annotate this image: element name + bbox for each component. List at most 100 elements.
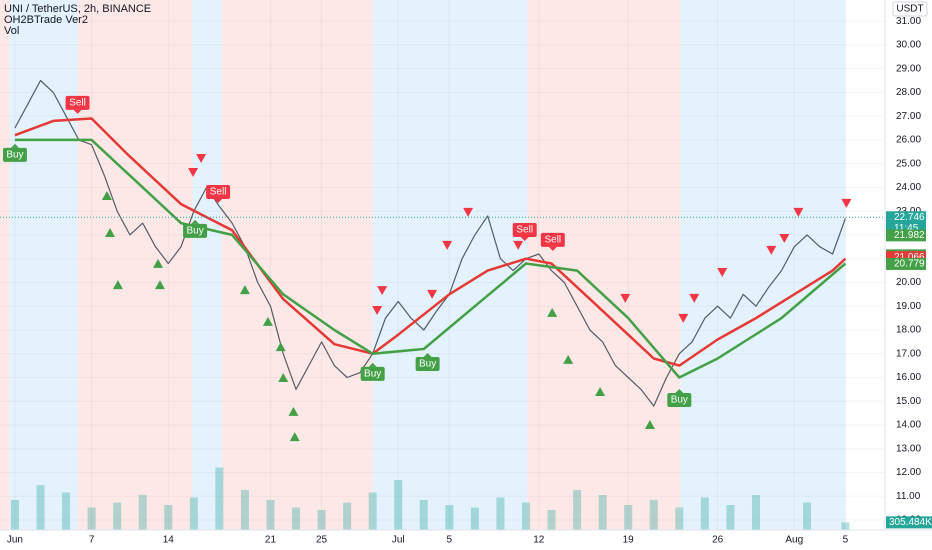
buy-signal: Buy (667, 389, 692, 408)
volume-bar (521, 502, 530, 530)
price-axis (885, 0, 932, 550)
volume-bar (368, 492, 377, 530)
buy-signal: Buy (183, 219, 208, 238)
trend-band (77, 0, 193, 530)
buy-arrow (105, 228, 116, 238)
volume-bar (598, 495, 607, 530)
signal-pointer (548, 246, 557, 251)
buy-arrow (101, 190, 112, 200)
signal-label: Sell (544, 235, 561, 246)
y-tick-label: 29.00 (896, 63, 921, 74)
sell-arrow (779, 234, 790, 244)
series-line (14, 79, 846, 407)
indicator-name: Vol (4, 25, 19, 37)
signal-label: Buy (671, 395, 688, 406)
y-tick-label: 27.00 (896, 111, 921, 122)
volume-bar (113, 502, 122, 530)
signal-label: Buy (419, 359, 436, 370)
signal-label: Sell (69, 98, 86, 109)
sell-arrow (196, 153, 207, 163)
signal-box (667, 393, 692, 408)
buy-arrow (275, 342, 286, 352)
sell-arrow (188, 167, 199, 177)
volume-bar (62, 492, 71, 530)
buy-signal: Buy (415, 352, 440, 371)
sell-arrow (377, 286, 388, 296)
buy-arrow (153, 258, 164, 268)
x-tick-label: 19 (623, 535, 635, 546)
trend-band (527, 0, 681, 530)
buy-signal: Buy (360, 362, 385, 381)
x-tick-label: 25 (316, 535, 328, 546)
buy-arrow (278, 372, 289, 382)
buy-arrow (644, 419, 655, 429)
y-tick-label: 11.00 (896, 491, 921, 502)
trend-band (221, 0, 373, 530)
price-badge-label: 21.066 (894, 252, 925, 263)
volume-bar (445, 505, 454, 530)
signal-box (65, 95, 90, 110)
sell-arrow (793, 207, 804, 217)
sell-signal: Sell (512, 222, 537, 241)
sell-arrow (427, 289, 438, 299)
sell-arrow (841, 198, 852, 208)
signal-label: Buy (6, 150, 23, 161)
signal-label: Buy (186, 226, 203, 237)
signal-box (206, 184, 231, 199)
price-badge (886, 257, 926, 270)
signal-pointer (10, 143, 19, 148)
signal-box (512, 222, 537, 237)
trend-band (9, 0, 78, 530)
x-tick-label: 7 (89, 535, 95, 546)
volume-bar (700, 497, 709, 530)
volume-bar (675, 507, 684, 530)
indicator-name: OH2BTrade Ver2 (4, 14, 88, 26)
signal-label: Sell (516, 225, 533, 236)
y-tick-label: 31.00 (896, 16, 921, 27)
x-tick-label: 5 (447, 535, 453, 546)
price-badge-label: 20.779 (894, 259, 925, 270)
volume-bar (841, 522, 850, 530)
y-tick-label: 17.00 (896, 348, 921, 359)
volume-bar (624, 505, 633, 530)
volume-bar (87, 507, 96, 530)
y-tick-label: 19.00 (896, 301, 921, 312)
sell-arrow (372, 306, 383, 316)
signal-label: Sell (210, 187, 227, 198)
buy-arrow (262, 316, 273, 326)
buy-arrow (112, 280, 123, 290)
x-tick-label: Jun (7, 535, 23, 546)
y-tick-label: 16.00 (896, 372, 921, 383)
volume-bar (803, 502, 812, 530)
y-tick-label: 28.00 (896, 87, 921, 98)
x-tick-label: 26 (712, 535, 724, 546)
y-tick-label: 30.00 (896, 40, 921, 51)
buy-arrow (595, 386, 606, 396)
volume-bar (266, 500, 275, 530)
price-badge (886, 229, 926, 242)
x-tick-label: Jul (392, 535, 405, 546)
trend-band (372, 0, 528, 530)
sell-arrow (513, 240, 524, 250)
sell-arrow (717, 268, 728, 278)
buy-arrow (289, 432, 300, 442)
sell-arrow (442, 240, 453, 250)
currency: USDT (896, 4, 923, 15)
buy-arrow (154, 280, 165, 290)
volume-bar (547, 510, 556, 530)
series-line (14, 117, 847, 367)
signal-pointer (675, 389, 684, 394)
currency-box (892, 1, 928, 17)
y-tick-label: 15.00 (896, 396, 921, 407)
signal-pointer (368, 362, 377, 367)
volume-bar (470, 507, 479, 530)
volume-bar (649, 500, 658, 530)
y-tick-label: 12.00 (896, 467, 921, 478)
trend-band (680, 0, 846, 530)
signal-box (415, 356, 440, 371)
signal-box (540, 232, 565, 247)
buy-arrow (547, 307, 558, 317)
trend-band (192, 0, 222, 530)
volume-bar (240, 490, 249, 530)
